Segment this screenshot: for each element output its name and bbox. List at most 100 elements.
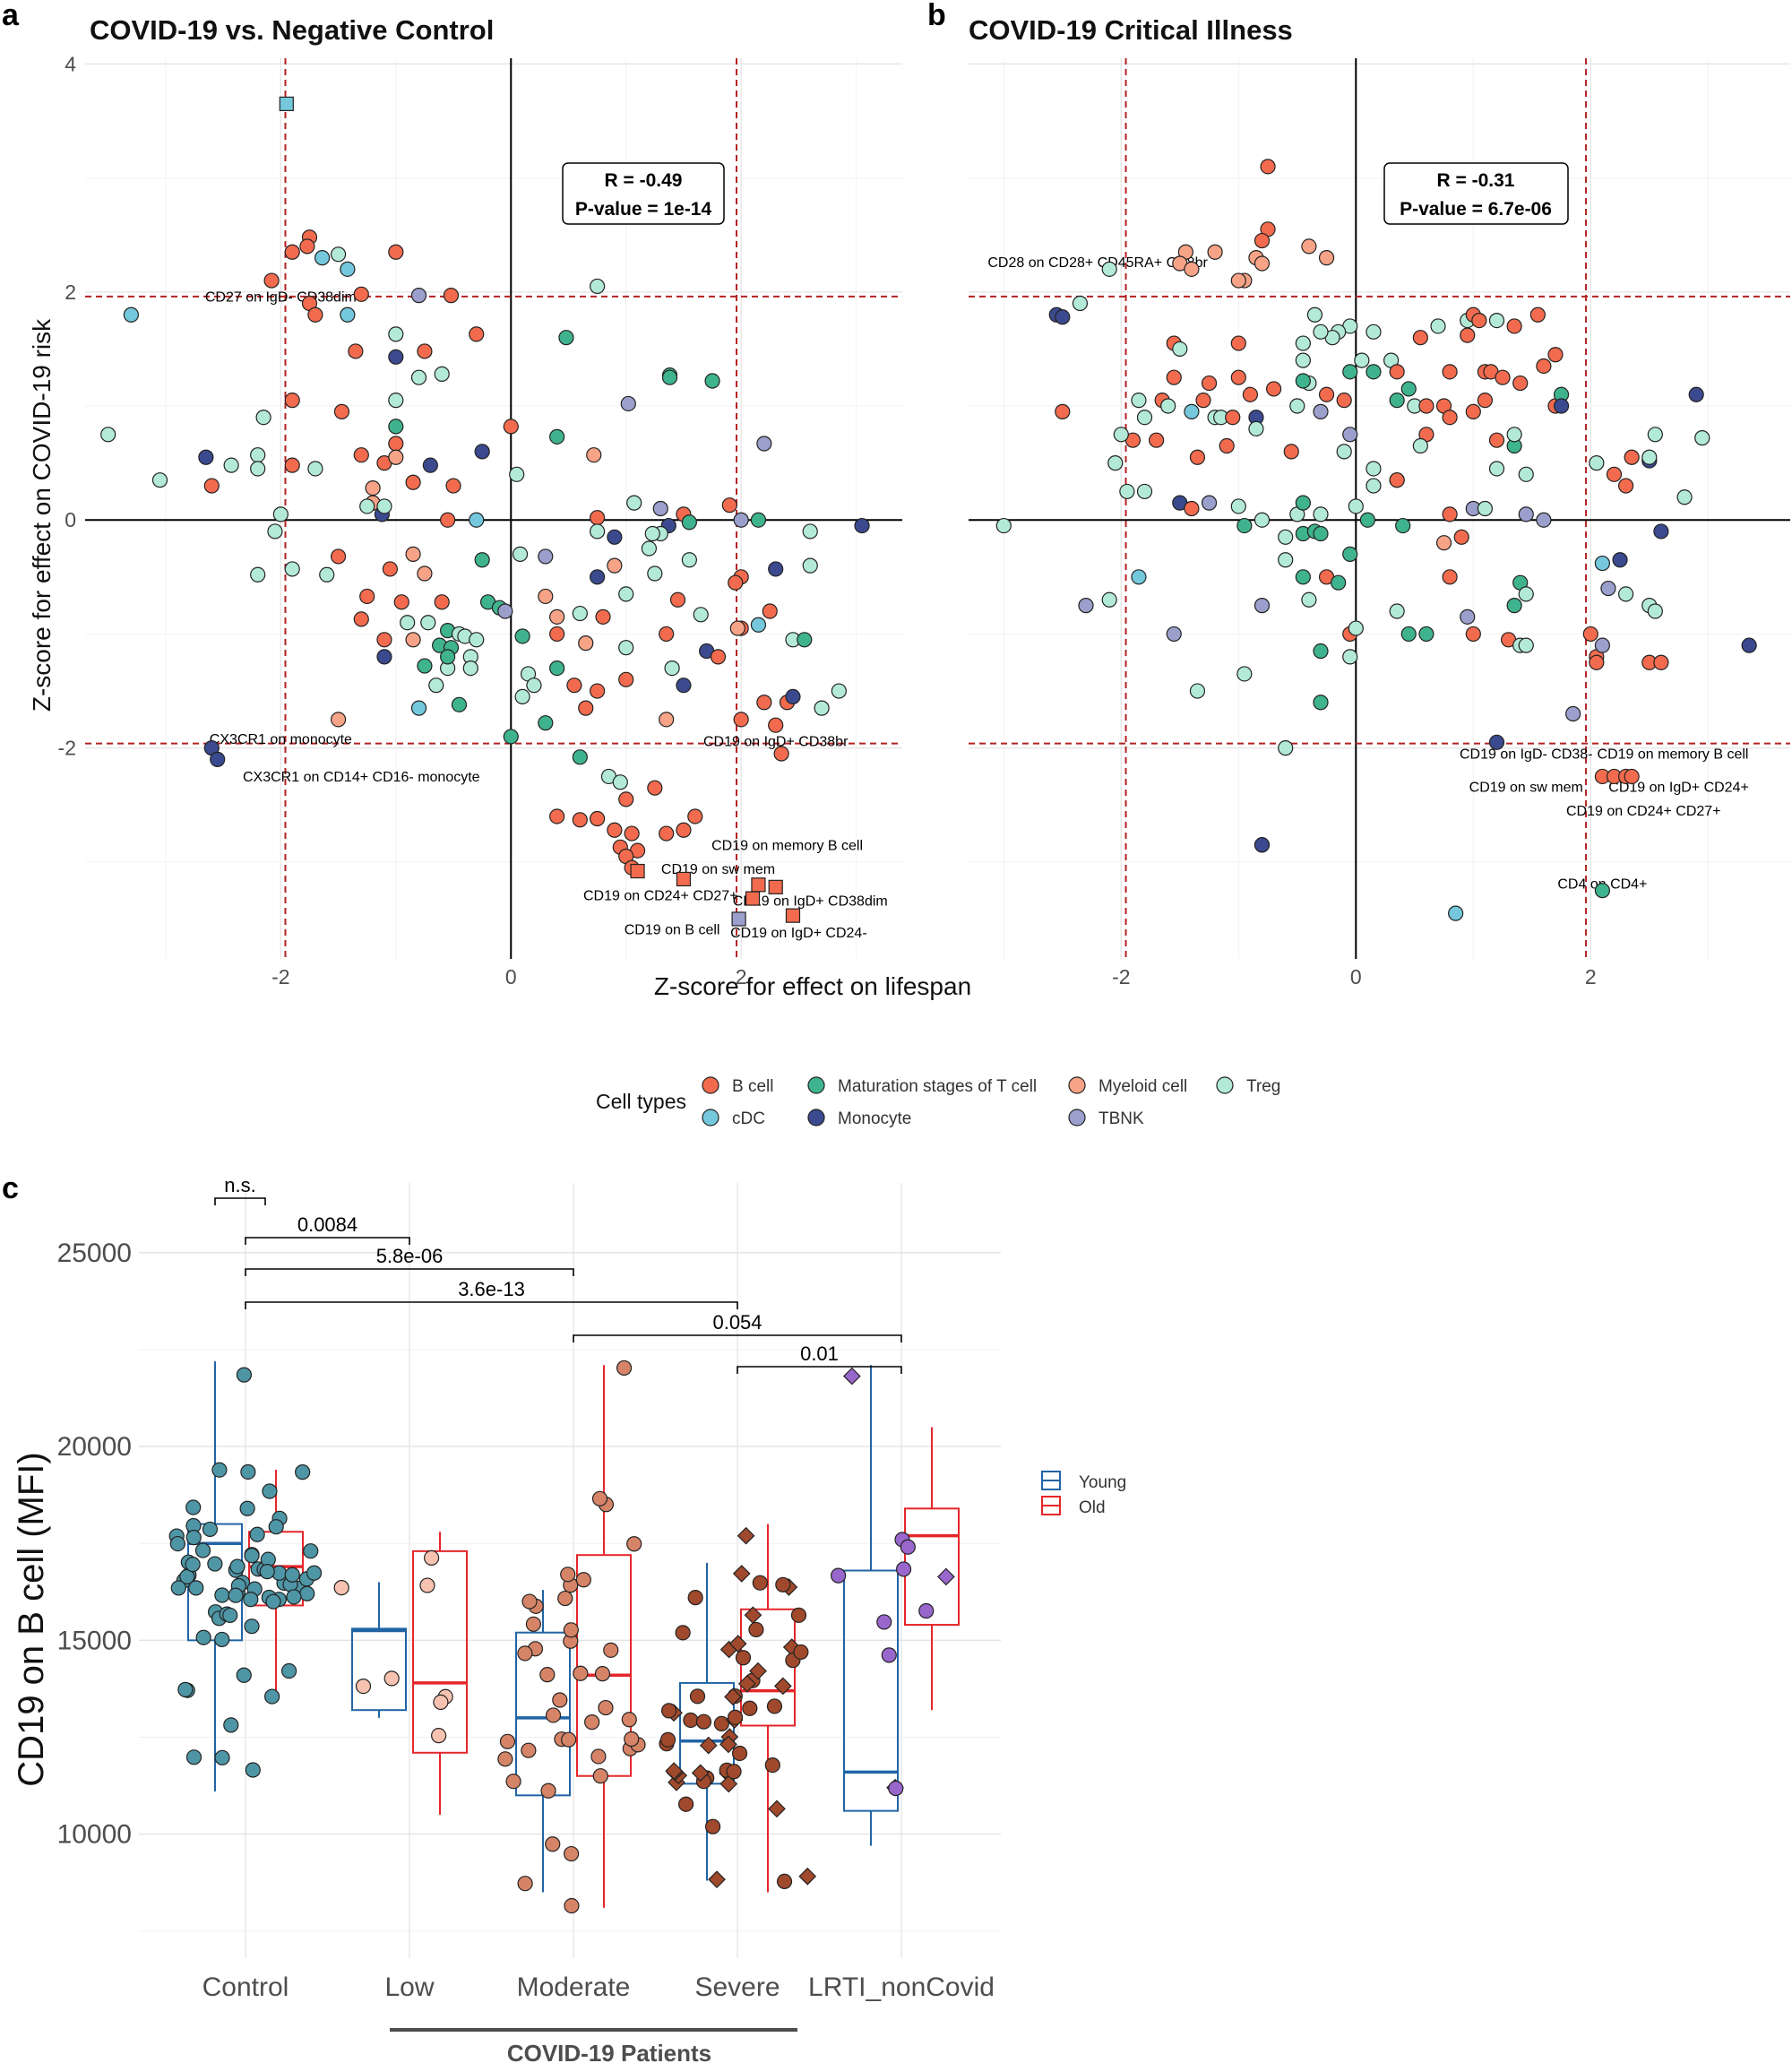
data-point [1518,466,1534,482]
data-point [572,605,588,622]
data-point [1589,455,1605,471]
data-point [664,660,680,677]
data-point [469,326,485,342]
cell-types-legend: Cell types B cell cDC Maturation stages of… [596,1076,1280,1128]
data-point [1624,449,1640,465]
data-point [831,683,847,699]
data-point [1536,512,1552,528]
sample-point [621,1712,637,1728]
data-point [1460,609,1476,625]
data-point [1166,626,1182,643]
point-annotation: CD27 on IgD- CD38dim [205,289,357,305]
sample-point [280,1662,297,1679]
y-tick-label: 0 [65,508,76,531]
legend-swatch [702,1109,719,1126]
data-point [1647,603,1663,619]
data-point [1295,335,1311,351]
panel-a-stats-box: R = -0.49 P-value = 1e-14 [562,162,725,225]
data-point [1201,375,1218,392]
data-point [388,436,404,452]
data-point [1278,740,1294,756]
sample-point [561,1731,577,1748]
data-point [1412,330,1428,346]
data-point [1442,506,1458,522]
data-point [802,557,818,574]
data-point [549,609,565,625]
data-point [1055,403,1071,419]
data-point [995,517,1012,534]
data-point [1641,449,1658,465]
sample-point [594,1666,611,1682]
data-point [1694,430,1710,446]
data-point [797,632,813,648]
data-point [538,715,554,731]
data-point [676,678,692,694]
data-point [376,632,392,648]
data-point [1400,381,1417,397]
sample-point [497,1751,513,1767]
data-point [1295,569,1311,585]
sample-point [433,1694,449,1711]
data-point [1395,517,1411,534]
data-point [1647,427,1663,443]
data-point [1518,586,1534,602]
p-value-label: 0.01 [800,1342,839,1365]
data-point [388,393,404,409]
data-point [405,632,421,648]
data-point [659,825,675,842]
x-tick-label: 2 [1585,965,1597,988]
data-point [1547,347,1564,363]
sample-point [624,1731,640,1748]
data-point [1506,427,1522,443]
sample-point [539,1667,556,1683]
data-point [1512,375,1529,392]
sample-point-diamond [732,1565,751,1583]
panel-a-reference-lines [85,58,902,959]
data-point [417,343,433,359]
data-point [1055,309,1071,325]
data-point [1195,393,1211,409]
sample-point [888,1780,904,1797]
sample-point [735,1650,752,1666]
data-point-square [751,877,766,893]
data-point [681,514,697,531]
data-point [1313,506,1329,522]
panel-b-title: COVID-19 Critical Illness [969,14,1293,46]
data-point [1230,369,1246,385]
data-point-square [630,863,645,879]
data-point [1219,437,1235,454]
data-point [440,649,456,665]
data-point [388,244,404,260]
data-point [1488,461,1505,477]
sample-point-diamond [749,1662,767,1680]
sample-point [766,1698,783,1714]
data-point [263,272,280,289]
sample-point [675,1625,691,1641]
covid-group-label: COVID-19 Patients [507,2040,711,2063]
legend-swatch [807,1109,825,1126]
data-point [353,447,369,463]
box-Low-old [412,1549,468,1754]
data-point [1184,403,1200,419]
data-point [1254,512,1271,528]
panel-a-points [100,96,870,927]
data-point [1254,598,1271,614]
sample-point [505,1774,521,1790]
data-point [1148,432,1165,448]
panel-a-scatter: COVID-19 vs. Negative Control CD27 on Ig… [28,14,971,1000]
data-point [728,574,744,591]
data-point [1506,318,1522,334]
data-point [1366,478,1382,494]
data-point [1348,498,1364,514]
data-point [223,457,239,473]
sample-point [265,1593,281,1610]
data-point [1242,386,1259,402]
data-point [1442,364,1458,380]
y-tick-label: 25000 [57,1239,132,1268]
data-point [376,498,392,514]
sample-point [895,1561,912,1577]
data-point [330,548,347,565]
sample-point [188,1580,204,1596]
sample-point [793,1644,809,1661]
data-point [1207,244,1223,260]
